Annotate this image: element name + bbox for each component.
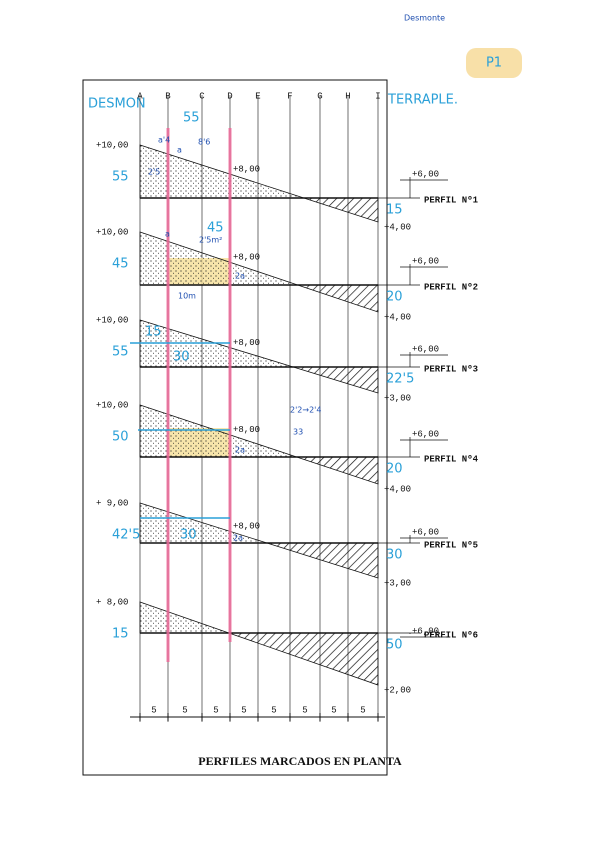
left-level: + 9,00 (96, 498, 128, 508)
annotation: a (177, 146, 182, 155)
perfil-level: +6,00 (412, 527, 439, 537)
right-level: +4,00 (384, 312, 411, 322)
mid-level: +8,00 (233, 522, 260, 532)
spacing: 5 (151, 705, 156, 715)
annotation: 2a (233, 534, 243, 543)
fill-area (297, 284, 379, 313)
perfil-name: PERFIL Nº3 (424, 364, 478, 374)
column-label: D (227, 91, 232, 101)
title: PERFILES MARCADOS EN PLANTA (198, 754, 402, 768)
perfil-name: PERFIL Nº2 (424, 282, 478, 292)
hand-left: 45 (112, 257, 129, 272)
hand-left: 50 (112, 430, 129, 445)
column-label: C (199, 91, 205, 101)
left-level: +10,00 (96, 315, 128, 325)
hand-right: 15 (386, 203, 403, 218)
mid-level: +8,00 (233, 253, 260, 263)
annotation: 10m (178, 292, 196, 301)
cut-area (139, 601, 230, 634)
perfil-name: PERFIL Nº4 (424, 454, 479, 464)
left-level: + 8,00 (96, 597, 128, 607)
hand-right: 50 (386, 638, 403, 653)
annotation: 2'5m² (199, 236, 222, 245)
right-level: +4,00 (384, 484, 411, 494)
badge-bg (466, 48, 522, 78)
mid-level: +8,00 (233, 338, 260, 348)
mid-level: +8,00 (233, 425, 260, 435)
hand-left: 42'5 (112, 528, 140, 543)
annotation: 15 (145, 325, 162, 340)
column-label: E (255, 91, 260, 101)
spacing: 5 (182, 705, 187, 715)
perfil-level: +6,00 (412, 169, 439, 179)
column-label: A (137, 91, 143, 101)
spacing: 5 (302, 705, 307, 715)
annotation: 2'2→2'4 (290, 406, 321, 415)
note: Desmonte (404, 14, 445, 23)
left-level: +10,00 (96, 140, 128, 150)
annotation: 45 (207, 221, 224, 236)
spacing: 5 (241, 705, 246, 715)
left-level: +10,00 (96, 400, 128, 410)
annotation: a'4 (158, 136, 170, 145)
fill-area (266, 542, 379, 579)
annotation: 30 (180, 528, 197, 543)
spacing: 5 (360, 705, 365, 715)
cut-area (139, 404, 297, 458)
annotation: 2'5 (148, 168, 160, 177)
hand-right: 20 (386, 290, 403, 305)
annotation: 30 (173, 350, 190, 365)
badge: P1 (486, 56, 502, 71)
perfil-level: +6,00 (412, 256, 439, 266)
column-label: B (165, 91, 171, 101)
side-label: TERRAPLE. (387, 93, 458, 108)
annotation: 55 (183, 111, 200, 126)
side-label: DESMON (88, 97, 146, 112)
perfil-level: +6,00 (412, 344, 439, 354)
left-level: +10,00 (96, 227, 128, 237)
fill-area (303, 197, 379, 223)
annotation: 2a (235, 446, 245, 455)
frame (82, 79, 388, 776)
right-level: +3,00 (384, 578, 411, 588)
hand-right: 20 (386, 462, 403, 477)
fill-area (296, 456, 379, 485)
annotation: 8'6 (198, 138, 210, 147)
column-label: I (375, 91, 380, 101)
hand-left: 15 (112, 627, 129, 642)
perfil-name: PERFIL Nº5 (424, 540, 478, 550)
hand-left: 55 (112, 170, 129, 185)
perfil-level: +6,00 (412, 429, 439, 439)
hand-left: 55 (112, 345, 129, 360)
column-label: G (317, 91, 322, 101)
right-level: +4,00 (384, 222, 411, 232)
annotation: 2a (235, 272, 245, 281)
right-level: +2,00 (384, 685, 411, 695)
hand-right: 30 (386, 548, 403, 563)
right-level: +3,00 (384, 393, 411, 403)
perfil-name: PERFIL Nº1 (424, 195, 479, 205)
fill-area (293, 366, 379, 394)
annotation: a (165, 230, 170, 239)
perfil-level: +6,00 (412, 626, 439, 636)
column-label: H (345, 91, 350, 101)
spacing: 5 (271, 705, 276, 715)
hand-right: 22'5 (386, 372, 414, 387)
spacing: 5 (213, 705, 218, 715)
column-label: F (287, 91, 292, 101)
annotation: 33 (293, 428, 303, 437)
mid-level: +8,00 (233, 164, 260, 174)
perfil-name: PERFIL Nº6 (424, 630, 478, 640)
cut-area (139, 144, 304, 199)
fill-area (228, 632, 379, 686)
spacing: 5 (331, 705, 336, 715)
